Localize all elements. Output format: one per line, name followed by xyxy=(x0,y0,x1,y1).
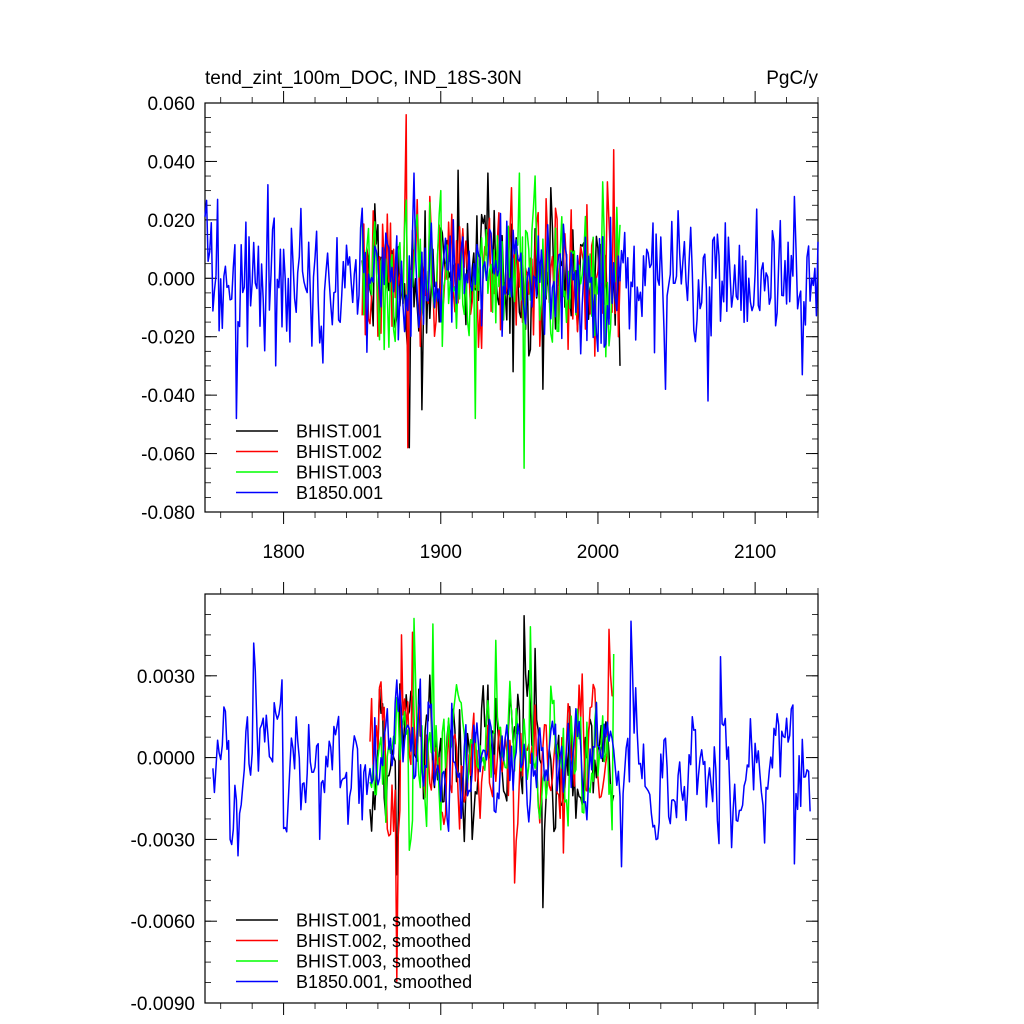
bottom-legend-label: BHIST.003, smoothed xyxy=(296,952,471,972)
top-y-tick-label: -0.060 xyxy=(141,445,195,466)
top-y-tick-label: 0.000 xyxy=(147,269,195,290)
top-legend-label: BHIST.001 xyxy=(296,422,382,442)
top-y-tick-label: -0.080 xyxy=(141,503,195,524)
top-x-tick-label: 2000 xyxy=(577,542,619,563)
top-x-tick-label: 2100 xyxy=(734,542,776,563)
bottom-y-tick-label: -0.0060 xyxy=(131,912,195,933)
top-chart-units: PgC/y xyxy=(766,68,818,89)
top-chart-title: tend_zint_100m_DOC, IND_18S-30N xyxy=(205,68,522,89)
bottom-legend-label: BHIST.001, smoothed xyxy=(296,911,471,931)
top-series-line xyxy=(204,172,819,420)
top-y-tick-label: 0.040 xyxy=(147,152,195,173)
bottom-y-tick-label: -0.0090 xyxy=(131,994,195,1015)
top-legend-label: B1850.001 xyxy=(296,483,383,503)
bottom-series-line xyxy=(212,620,811,868)
top-y-tick-label: 0.020 xyxy=(147,211,195,232)
top-y-tick-label: -0.020 xyxy=(141,328,195,349)
bottom-legend-label: BHIST.002, smoothed xyxy=(296,931,471,951)
bottom-y-tick-label: 0.0000 xyxy=(137,749,195,770)
top-series-line xyxy=(361,113,621,449)
bottom-series-line xyxy=(369,628,614,982)
bottom-y-tick-label: 0.0030 xyxy=(137,667,195,688)
bottom-y-tick-label: -0.0030 xyxy=(131,830,195,851)
top-x-tick-label: 1800 xyxy=(262,542,304,563)
top-legend-label: BHIST.003 xyxy=(296,463,382,483)
bottom-legend-label: B1850.001, smoothed xyxy=(296,972,472,992)
bottom-panel: 0.0030 0.0000 -0.0030 -0.0060 -0.0090 BHIST.… xyxy=(131,582,819,1015)
top-y-tick-label: 0.060 xyxy=(147,94,195,115)
top-legend-label: BHIST.002 xyxy=(296,442,382,462)
top-panel: tend_zint_100m_DOC, IND_18S-30N PgC/y 0.… xyxy=(141,68,819,563)
top-y-tick-label: -0.040 xyxy=(141,386,195,407)
top-x-tick-label: 1900 xyxy=(420,542,462,563)
